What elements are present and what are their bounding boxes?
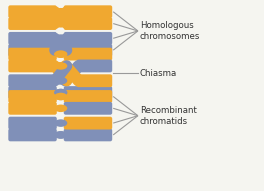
Ellipse shape: [54, 119, 67, 127]
FancyBboxPatch shape: [64, 86, 112, 99]
Ellipse shape: [54, 93, 67, 100]
FancyBboxPatch shape: [77, 60, 112, 72]
Ellipse shape: [54, 50, 67, 58]
FancyBboxPatch shape: [64, 90, 112, 103]
Ellipse shape: [54, 46, 67, 54]
Ellipse shape: [54, 77, 67, 84]
FancyBboxPatch shape: [64, 102, 112, 115]
FancyBboxPatch shape: [8, 32, 57, 45]
Ellipse shape: [54, 20, 67, 27]
Text: Chiasma: Chiasma: [140, 69, 177, 78]
FancyBboxPatch shape: [8, 102, 57, 115]
FancyBboxPatch shape: [64, 117, 112, 129]
Ellipse shape: [54, 104, 67, 112]
FancyBboxPatch shape: [64, 17, 112, 30]
Ellipse shape: [54, 93, 67, 100]
FancyBboxPatch shape: [8, 44, 57, 57]
FancyBboxPatch shape: [64, 44, 112, 57]
Ellipse shape: [54, 50, 67, 58]
Text: Homologous
chromosomes: Homologous chromosomes: [140, 21, 200, 41]
FancyBboxPatch shape: [77, 74, 112, 87]
Ellipse shape: [54, 62, 67, 70]
FancyBboxPatch shape: [64, 5, 112, 18]
Ellipse shape: [54, 89, 67, 96]
FancyBboxPatch shape: [8, 129, 57, 141]
FancyBboxPatch shape: [8, 48, 57, 61]
Ellipse shape: [54, 89, 67, 96]
Ellipse shape: [54, 35, 67, 42]
FancyBboxPatch shape: [8, 74, 57, 87]
FancyBboxPatch shape: [8, 5, 57, 18]
Ellipse shape: [54, 131, 67, 139]
Ellipse shape: [54, 8, 67, 15]
Ellipse shape: [54, 77, 67, 84]
Ellipse shape: [54, 62, 67, 70]
FancyBboxPatch shape: [8, 60, 57, 72]
FancyBboxPatch shape: [64, 129, 112, 141]
FancyBboxPatch shape: [8, 117, 57, 129]
Ellipse shape: [54, 20, 67, 27]
Ellipse shape: [54, 8, 67, 15]
Ellipse shape: [54, 46, 67, 54]
FancyBboxPatch shape: [64, 32, 112, 45]
FancyBboxPatch shape: [8, 86, 57, 99]
Ellipse shape: [54, 131, 67, 139]
FancyBboxPatch shape: [8, 90, 57, 103]
FancyBboxPatch shape: [8, 17, 57, 30]
Ellipse shape: [54, 35, 67, 42]
FancyBboxPatch shape: [64, 48, 112, 61]
Text: Recombinant
chromatids: Recombinant chromatids: [140, 106, 197, 126]
